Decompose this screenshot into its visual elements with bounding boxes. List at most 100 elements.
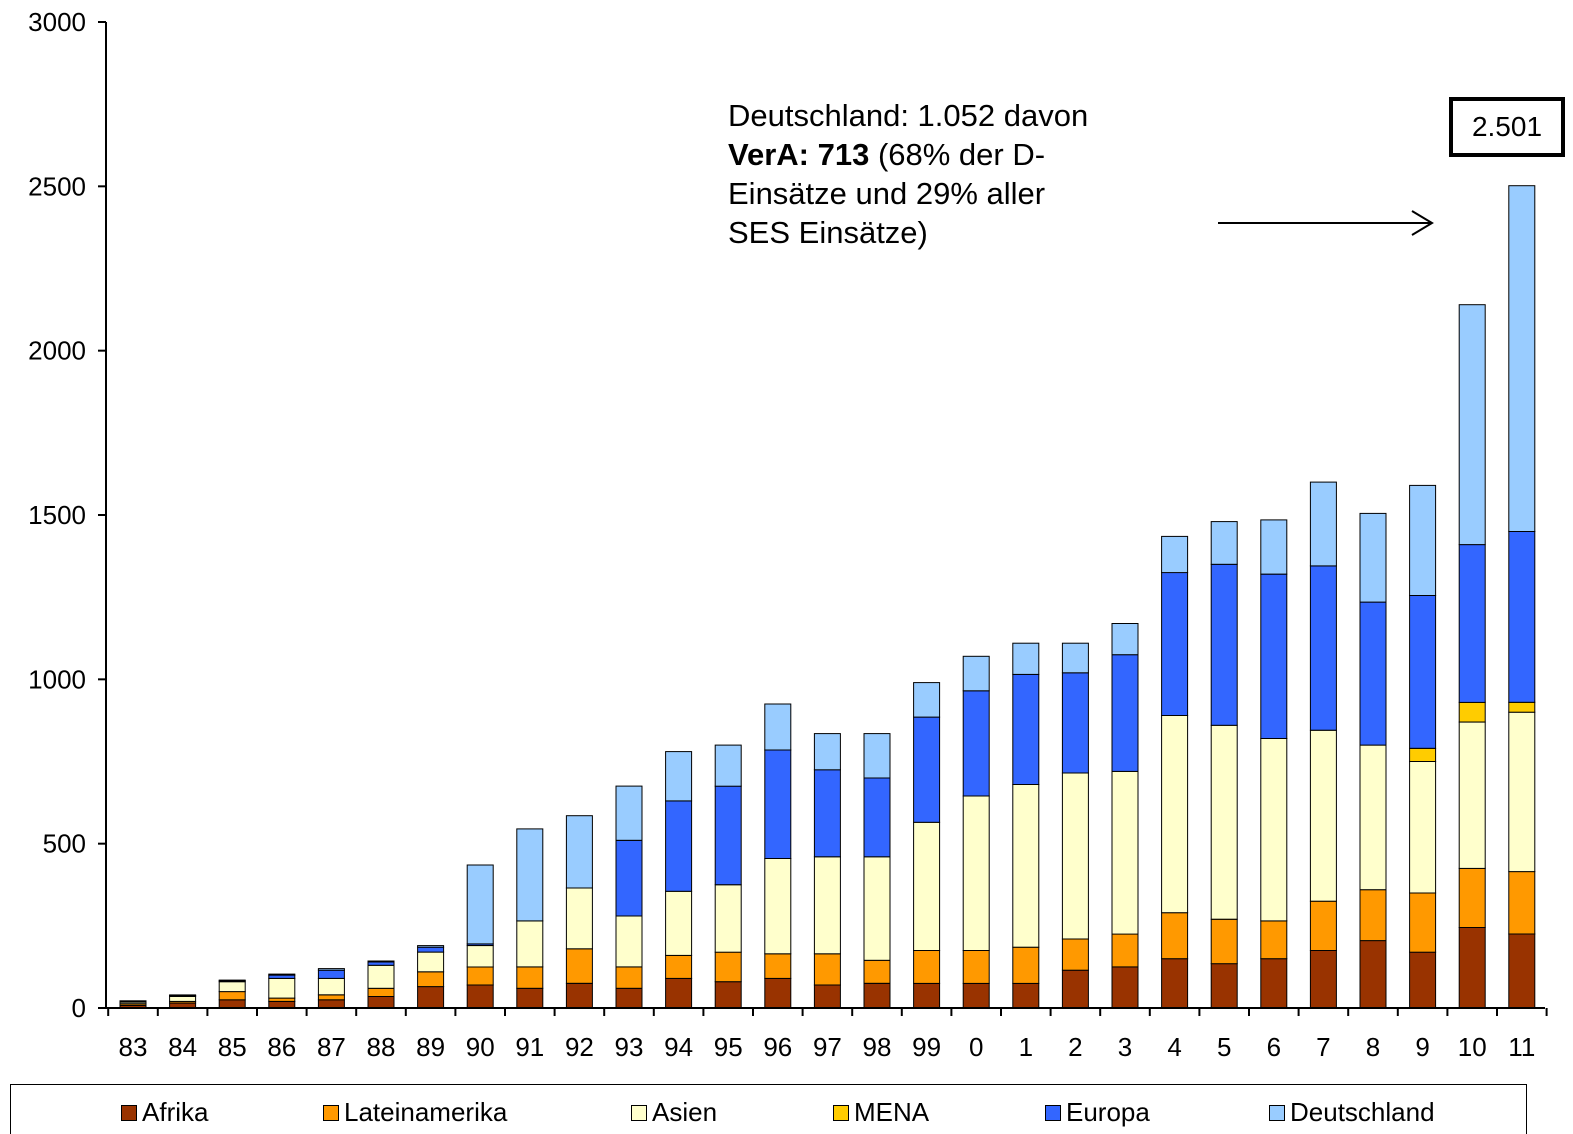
bar-deutschland-86: [268, 973, 296, 976]
bar-afrika-99: [913, 982, 941, 1009]
y-tick-label-3000: 3000: [28, 7, 86, 37]
legend-swatch-asien: [631, 1104, 647, 1121]
bar-afrika-4: [1161, 958, 1189, 1009]
x-tick-label-3: 3: [1118, 1032, 1132, 1062]
x-tick-label-2: 2: [1068, 1032, 1082, 1062]
bar-asien-90: [466, 945, 494, 968]
total-value-label: 2.501: [1471, 111, 1543, 142]
bar-asien-8: [1359, 744, 1387, 891]
legend-swatch-lateinamerika: [323, 1104, 339, 1121]
bar-deutschland-6: [1260, 519, 1288, 575]
bar-afrika-7: [1309, 950, 1337, 1009]
x-tick-label-7: 7: [1316, 1032, 1330, 1062]
bar-europa-2: [1061, 672, 1089, 774]
x-tick-label-87: 87: [317, 1032, 346, 1062]
legend-item-mena: MENA: [833, 1097, 929, 1128]
bar-asien-98: [863, 856, 891, 961]
bar-europa-95: [714, 785, 742, 886]
bar-asien-89: [417, 951, 445, 973]
bar-lateinamerika-88: [367, 987, 395, 997]
legend-item-deutschland: Deutschland: [1269, 1097, 1435, 1128]
bar-deutschland-83: [119, 1000, 147, 1002]
bar-afrika-88: [367, 996, 395, 1009]
annotation-arrow: [1218, 210, 1434, 236]
bar-deutschland-94: [665, 751, 693, 802]
x-tick-label-85: 85: [218, 1032, 247, 1062]
bar-afrika-91: [516, 987, 544, 1009]
bar-lateinamerika-91: [516, 966, 544, 989]
bar-asien-7: [1309, 729, 1337, 902]
bar-deutschland-84: [169, 994, 197, 997]
bar-afrika-87: [317, 999, 345, 1009]
bar-afrika-94: [665, 977, 693, 1009]
x-tick-label-83: 83: [119, 1032, 148, 1062]
bar-asien-10: [1458, 721, 1486, 869]
bar-asien-86: [268, 977, 296, 999]
bar-afrika-3: [1111, 966, 1139, 1009]
annotation-line-2: VerA: 713 (68% der D-: [728, 135, 1168, 174]
bar-lateinamerika-94: [665, 954, 693, 979]
annotation-line-4: SES Einsätze): [728, 215, 928, 250]
legend-swatch-deutschland: [1269, 1104, 1285, 1121]
x-tick-label-84: 84: [168, 1032, 197, 1062]
bar-deutschland-88: [367, 960, 395, 963]
bars-group: [119, 185, 1536, 1009]
bar-deutschland-1: [1012, 642, 1040, 675]
legend-swatch-afrika: [121, 1104, 137, 1121]
legend-swatch-europa: [1045, 1104, 1061, 1121]
bar-asien-9: [1409, 761, 1437, 894]
bar-lateinamerika-6: [1260, 920, 1288, 960]
bar-afrika-6: [1260, 958, 1288, 1009]
legend-label-mena: MENA: [854, 1097, 930, 1127]
annotation-arrow-head: [1411, 210, 1434, 236]
bar-europa-9: [1409, 595, 1437, 749]
bar-afrika-93: [615, 987, 643, 1009]
bar-asien-99: [913, 821, 941, 951]
bar-asien-1: [1012, 784, 1040, 948]
bar-europa-4: [1161, 572, 1189, 716]
bar-lateinamerika-92: [565, 948, 593, 984]
bar-asien-11: [1508, 711, 1536, 873]
x-tick-label-90: 90: [466, 1032, 495, 1062]
bar-lateinamerika-4: [1161, 912, 1189, 960]
bar-deutschland-5: [1210, 521, 1238, 565]
bar-afrika-0: [962, 982, 990, 1009]
bar-deutschland-85: [218, 979, 246, 982]
legend-item-afrika: Afrika: [121, 1097, 208, 1128]
bar-asien-97: [813, 856, 841, 955]
bar-lateinamerika-8: [1359, 889, 1387, 942]
bar-lateinamerika-96: [764, 953, 792, 979]
bar-lateinamerika-99: [913, 950, 941, 984]
y-tick-label-2000: 2000: [28, 336, 86, 366]
bar-lateinamerika-85: [218, 991, 246, 1001]
x-tick-label-1: 1: [1019, 1032, 1033, 1062]
bar-deutschland-8: [1359, 512, 1387, 603]
x-tick-label-91: 91: [515, 1032, 544, 1062]
bar-lateinamerika-9: [1409, 892, 1437, 953]
y-tick-label-500: 500: [43, 829, 86, 859]
bar-europa-94: [665, 800, 693, 892]
bar-europa-8: [1359, 601, 1387, 746]
bar-asien-87: [317, 977, 345, 996]
legend-item-asien: Asien: [631, 1097, 717, 1128]
x-tick-label-88: 88: [367, 1032, 396, 1062]
bar-asien-84: [169, 996, 197, 1002]
bar-deutschland-91: [516, 828, 544, 922]
bar-lateinamerika-97: [813, 953, 841, 986]
bar-lateinamerika-3: [1111, 933, 1139, 968]
x-tick-label-86: 86: [267, 1032, 296, 1062]
bar-lateinamerika-93: [615, 966, 643, 989]
bar-europa-93: [615, 839, 643, 917]
x-tick-label-93: 93: [615, 1032, 644, 1062]
total-value-box: 2.501: [1449, 97, 1565, 157]
bar-deutschland-0: [962, 655, 990, 692]
bar-asien-95: [714, 884, 742, 953]
legend-label-afrika: Afrika: [142, 1097, 209, 1127]
y-tick-label-0: 0: [72, 993, 86, 1023]
bar-deutschland-93: [615, 785, 643, 841]
bar-lateinamerika-87: [317, 994, 345, 1001]
bar-afrika-95: [714, 981, 742, 1009]
legend-label-europa: Europa: [1066, 1097, 1150, 1127]
